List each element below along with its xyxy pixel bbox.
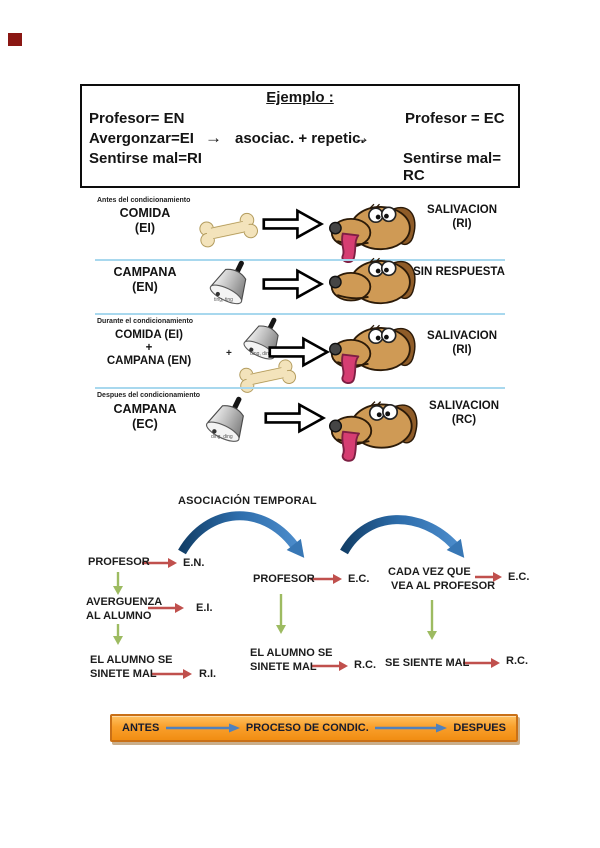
bell-image <box>198 396 256 450</box>
block-arrow-icon <box>262 206 324 242</box>
timeline-proceso: PROCESO DE CONDIC. <box>245 722 369 734</box>
example-right-line2: Sentirse mal= RC <box>403 150 501 184</box>
example-left-line2: Avergonzar=EI <box>89 130 194 147</box>
bone-image <box>196 209 260 251</box>
stimulus-label: CAMPANA (EC) <box>113 402 177 431</box>
timeline-arrow-icon <box>375 723 448 733</box>
red-arrow <box>475 572 502 582</box>
dog-salivating-image <box>328 195 420 263</box>
response-label: SALIVACION (RI) <box>426 330 498 356</box>
example-right-line1: Profesor = EC <box>405 110 505 127</box>
green-arrow <box>427 600 437 640</box>
phase-label: Antes del condicionamiento <box>97 197 191 204</box>
corner-mark <box>8 33 22 46</box>
stimulus-label: COMIDA (EI) + CAMPANA (EN) <box>106 329 192 367</box>
example-left-line1: Profesor= EN <box>89 110 185 127</box>
red-arrow <box>312 661 348 671</box>
block-arrow-icon <box>264 400 326 436</box>
block-arrow-icon <box>262 266 324 302</box>
node-alumno-mal: EL ALUMNO SE SINETE MAL <box>250 647 333 673</box>
example-middle-text: asociac. + repetic. <box>235 130 365 147</box>
label-ri: R.I. <box>199 668 217 680</box>
node-alumno-mal: EL ALUMNO SE SINETE MAL <box>90 654 173 680</box>
node-se-siente-mal: SE SIENTE MAL <box>385 657 470 669</box>
node-profesor: PROFESOR <box>88 556 150 568</box>
example-title: Ejemplo : <box>266 89 334 106</box>
label-ec: E.C. <box>508 571 530 583</box>
response-label: SIN RESPUESTA <box>413 266 505 278</box>
stimulus-label: COMIDA (EI) <box>119 206 171 235</box>
label-rc: R.C. <box>506 655 528 667</box>
response-label: SALIVACION (RI) <box>426 204 498 230</box>
label-ei: E.I. <box>196 602 213 614</box>
phase-label: Durante el condicionamiento <box>97 318 194 325</box>
bell-image <box>202 260 258 312</box>
node-cada-vez: CADA VEZ QUE VEA AL PROFESOR <box>388 566 496 592</box>
green-arrow <box>113 624 123 645</box>
right-arrow-glyph: → <box>353 128 370 147</box>
timeline-bar: ANTES PROCESO DE CONDIC. DESPUES <box>110 714 518 742</box>
red-arrow <box>463 658 500 668</box>
timeline-despues: DESPUES <box>453 722 506 734</box>
green-arrow <box>113 572 123 595</box>
dog-salivating-image <box>328 392 422 462</box>
node-averguenza: AVERGUENZA AL ALUMNO <box>86 596 163 622</box>
bell-sound-text: ding, ding <box>250 351 272 357</box>
example-box: Ejemplo : Profesor= EN Avergonzar=EI Sen… <box>80 84 520 188</box>
row-divider <box>95 259 505 261</box>
label-en: E.N. <box>183 557 205 569</box>
example-left-line3: Sentirse mal=RI <box>89 150 202 167</box>
timeline-antes: ANTES <box>122 722 160 734</box>
stimulus-label: CAMPANA (EN) <box>113 265 177 294</box>
dog-salivating-image <box>328 316 420 384</box>
dog-neutral-image <box>328 257 420 309</box>
red-arrow <box>310 574 342 584</box>
diagram-arrows <box>113 511 502 679</box>
red-arrow <box>152 669 192 679</box>
right-arrow-glyph: → <box>205 128 222 147</box>
block-arrow-icon <box>268 334 330 370</box>
red-arrow <box>142 558 177 568</box>
node-profesor: PROFESOR <box>253 573 315 585</box>
diagram-title: ASOCIACIÓN TEMPORAL <box>178 495 317 507</box>
row-divider <box>95 313 505 315</box>
plus-sign: + <box>226 348 232 359</box>
curved-arrow <box>340 515 465 558</box>
row-divider <box>95 387 505 389</box>
phase-label: Despues del condicionamiento <box>97 392 201 399</box>
green-arrow <box>276 594 286 634</box>
label-rc: R.C. <box>354 659 376 671</box>
response-label: SALIVACION (RC) <box>428 400 500 426</box>
red-arrow <box>148 603 184 613</box>
timeline-arrow-icon <box>165 723 240 733</box>
bell-sound-text: ting, ting <box>214 297 233 303</box>
curved-arrow <box>178 511 305 558</box>
label-ec: E.C. <box>348 573 370 585</box>
bell-sound-text: ding, ding <box>211 434 233 440</box>
